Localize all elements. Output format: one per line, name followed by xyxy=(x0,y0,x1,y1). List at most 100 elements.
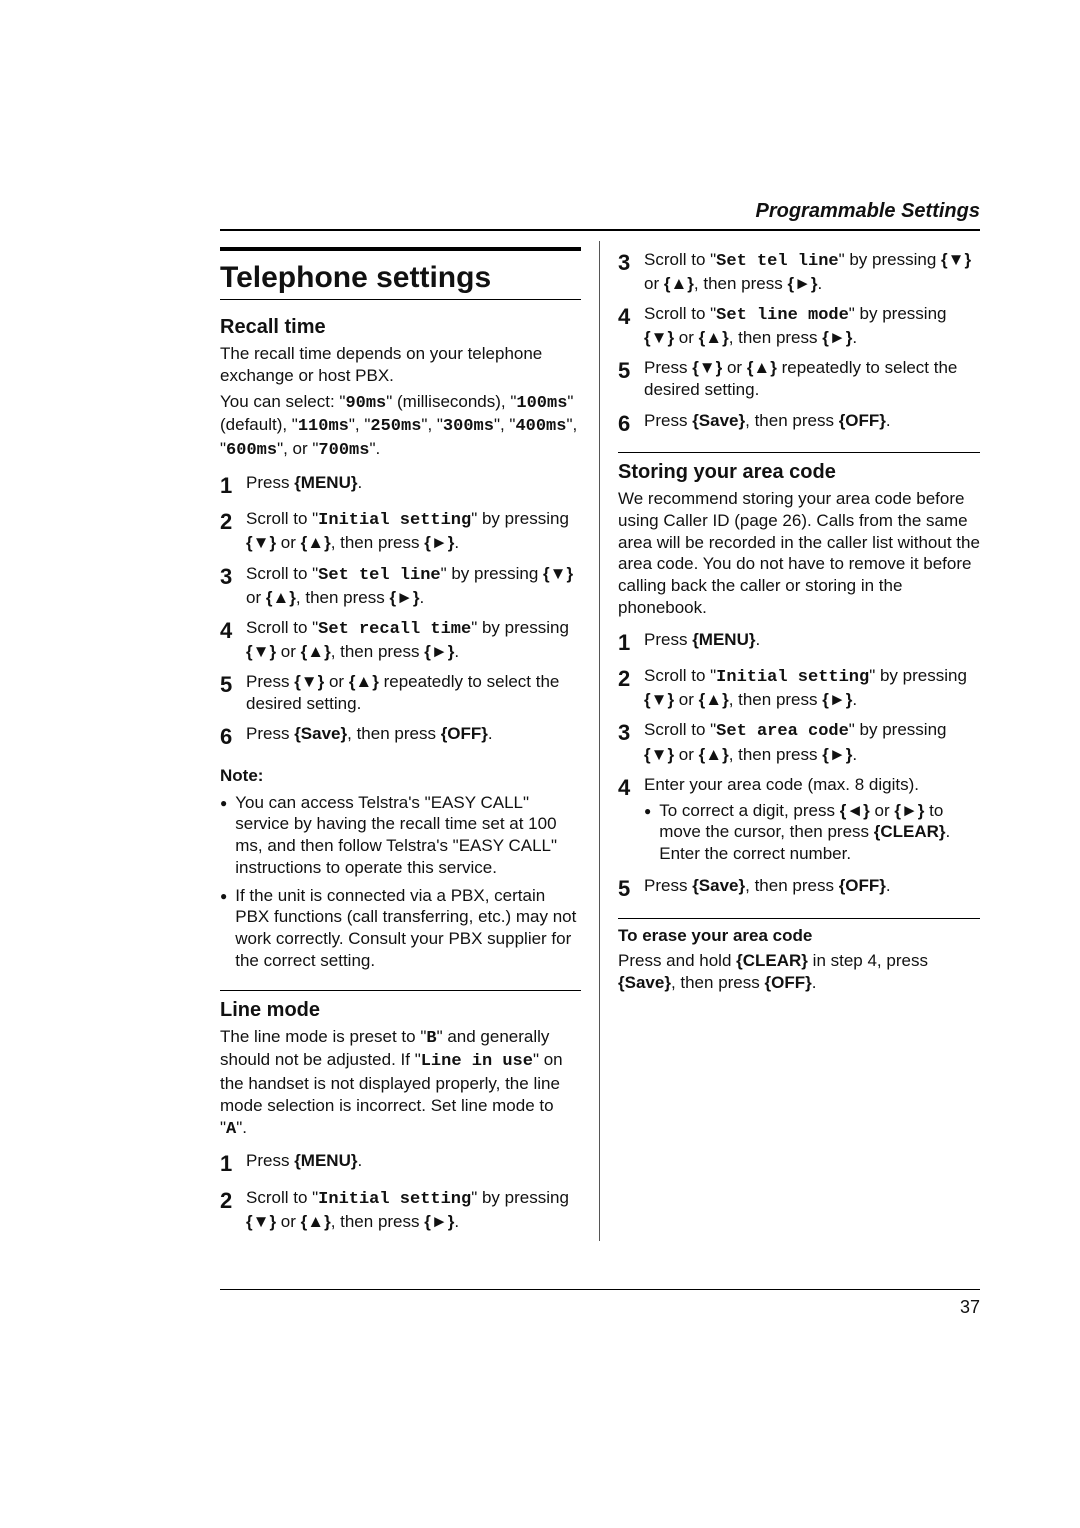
key-menu: {MENU} xyxy=(294,1151,357,1170)
key-down-icon: {▼} xyxy=(246,1212,276,1231)
key-save: {Save} xyxy=(294,724,347,743)
key-up-icon: {▲} xyxy=(266,588,296,607)
key-off: {OFF} xyxy=(765,973,812,992)
section-rule-thin xyxy=(220,299,581,300)
step-1: 1 Press {MENU}. xyxy=(220,472,581,501)
recall-intro-2: You can select: "90ms" (milliseconds), "… xyxy=(220,391,581,462)
key-save: {Save} xyxy=(692,411,745,430)
text: , then press xyxy=(331,642,425,661)
page-number: 37 xyxy=(960,1297,980,1318)
key-up-icon: {▲} xyxy=(349,672,379,691)
value-700ms: 700ms xyxy=(318,441,369,460)
manual-page: Programmable Settings Telephone settings… xyxy=(0,0,1080,1528)
area-intro: We recommend storing your area code befo… xyxy=(618,488,980,619)
note-item: You can access Telstra's "EASY CALL" ser… xyxy=(220,792,581,879)
text: Press xyxy=(644,358,692,377)
text: . xyxy=(488,724,493,743)
key-up-icon: {▲} xyxy=(301,533,331,552)
text: , then press xyxy=(745,411,839,430)
thin-divider xyxy=(618,918,980,919)
step-5: 5 Press {Save}, then press {OFF}. xyxy=(618,875,980,904)
text: Scroll to " xyxy=(246,564,318,583)
key-right-icon: {►} xyxy=(424,1212,454,1231)
key-right-icon: {►} xyxy=(822,690,852,709)
menu-item: Initial setting xyxy=(318,1190,471,1209)
text: Press xyxy=(246,1151,294,1170)
key-right-icon: {►} xyxy=(787,274,817,293)
text: or xyxy=(324,672,349,691)
text: " by pressing xyxy=(471,509,569,528)
value-600ms: 600ms xyxy=(226,441,277,460)
text: " (milliseconds), " xyxy=(386,392,516,411)
key-down-icon: {▼} xyxy=(294,672,324,691)
step-4: 4 Enter your area code (max. 8 digits). … xyxy=(618,774,980,867)
text: Scroll to " xyxy=(644,720,716,739)
key-right-icon: {►} xyxy=(822,328,852,347)
step-number: 1 xyxy=(220,472,246,501)
text: Scroll to " xyxy=(246,1188,318,1207)
text: , then press xyxy=(729,745,823,764)
text: , then press xyxy=(331,1212,425,1231)
key-down-icon: {▼} xyxy=(644,690,674,709)
key-off: {OFF} xyxy=(839,876,886,895)
text: " by pressing xyxy=(471,1188,569,1207)
step-1: 1 Press {MENU}. xyxy=(618,629,980,658)
step-number: 2 xyxy=(220,508,246,537)
menu-item: Initial setting xyxy=(716,668,869,687)
key-right-icon: {►} xyxy=(894,801,924,820)
two-column-layout: Telephone settings Recall time The recal… xyxy=(220,241,980,1241)
text: ". xyxy=(369,439,380,458)
area-heading: Storing your area code xyxy=(618,461,980,484)
key-menu: {MENU} xyxy=(692,630,755,649)
step-number: 4 xyxy=(618,303,644,332)
text: or xyxy=(276,642,301,661)
text: ", " xyxy=(349,415,371,434)
step-4: 4 Scroll to "Set line mode" by pressing … xyxy=(618,303,980,349)
text: To correct a digit, press xyxy=(659,801,839,820)
text: . xyxy=(420,588,425,607)
text: , then press xyxy=(347,724,441,743)
menu-item: Set recall time xyxy=(318,620,471,639)
section-rule xyxy=(220,247,581,251)
text: Scroll to " xyxy=(644,250,716,269)
linemode-steps-cont: 3 Scroll to "Set tel line" by pressing {… xyxy=(618,249,980,438)
text: Scroll to " xyxy=(246,618,318,637)
menu-item: Initial setting xyxy=(318,511,471,530)
note-text: You can access Telstra's "EASY CALL" ser… xyxy=(235,792,581,879)
running-head: Programmable Settings xyxy=(220,200,980,223)
step-number: 5 xyxy=(618,357,644,386)
step-number: 4 xyxy=(618,774,644,803)
value-a: A xyxy=(226,1120,236,1139)
step-number: 1 xyxy=(220,1150,246,1179)
key-clear: {CLEAR} xyxy=(736,951,808,970)
step-3: 3 Scroll to "Set area code" by pressing … xyxy=(618,719,980,765)
step-5: 5 Press {▼} or {▲} repeatedly to select … xyxy=(618,357,980,401)
recall-notes: You can access Telstra's "EASY CALL" ser… xyxy=(220,792,581,972)
section-title: Telephone settings xyxy=(220,261,581,295)
key-down-icon: {▼} xyxy=(246,642,276,661)
key-up-icon: {▲} xyxy=(664,274,694,293)
step-number: 2 xyxy=(618,665,644,694)
key-up-icon: {▲} xyxy=(699,745,729,764)
text: . xyxy=(852,745,857,764)
key-right-icon: {►} xyxy=(424,642,454,661)
text: , then press xyxy=(729,328,823,347)
text: " by pressing xyxy=(441,564,543,583)
step-2: 2 Scroll to "Initial setting" by pressin… xyxy=(618,665,980,711)
text: ", " xyxy=(421,415,443,434)
text: . xyxy=(886,876,891,895)
text: , then press xyxy=(694,274,788,293)
step-2: 2 Scroll to "Initial setting" by pressin… xyxy=(220,508,581,554)
menu-item: Set line mode xyxy=(716,306,849,325)
recall-heading: Recall time xyxy=(220,316,581,339)
key-down-icon: {▼} xyxy=(692,358,722,377)
value-b: B xyxy=(426,1029,436,1048)
text: Scroll to " xyxy=(644,304,716,323)
key-down-icon: {▼} xyxy=(644,745,674,764)
step-number: 1 xyxy=(618,629,644,658)
text: Press xyxy=(644,876,692,895)
text: . xyxy=(357,1151,362,1170)
key-menu: {MENU} xyxy=(294,473,357,492)
key-clear: {CLEAR} xyxy=(874,822,946,841)
key-off: {OFF} xyxy=(839,411,886,430)
